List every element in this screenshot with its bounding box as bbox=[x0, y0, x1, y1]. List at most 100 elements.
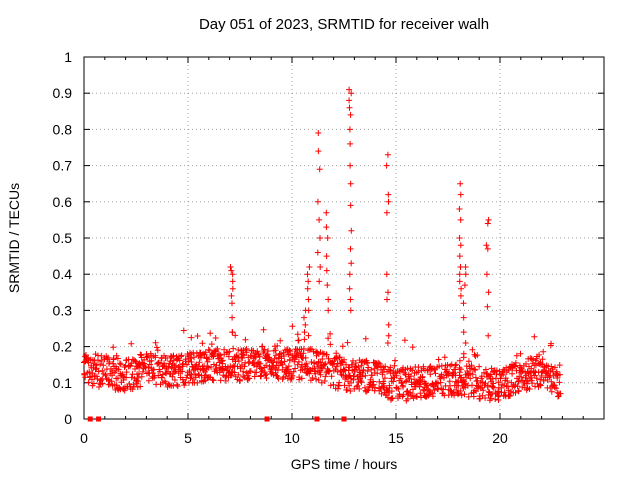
data-point bbox=[176, 357, 183, 364]
data-point bbox=[132, 358, 139, 365]
data-point bbox=[229, 285, 236, 292]
data-point bbox=[171, 377, 178, 383]
data-point bbox=[212, 335, 219, 341]
data-point bbox=[427, 371, 434, 378]
data-point bbox=[362, 372, 369, 379]
data-point bbox=[404, 395, 411, 402]
data-point bbox=[260, 326, 267, 333]
data-point bbox=[229, 314, 236, 321]
data-point bbox=[304, 285, 311, 292]
data-point bbox=[165, 363, 172, 370]
data-point bbox=[352, 363, 359, 370]
data-point bbox=[296, 374, 303, 381]
data-point bbox=[386, 382, 393, 389]
data-point bbox=[263, 375, 270, 382]
data-point bbox=[347, 296, 354, 303]
data-point bbox=[367, 379, 374, 386]
data-point bbox=[469, 346, 476, 353]
data-point bbox=[407, 389, 414, 396]
data-point bbox=[523, 380, 530, 387]
zero-point bbox=[314, 416, 320, 422]
data-point bbox=[150, 366, 157, 373]
data-point bbox=[540, 377, 547, 384]
data-point bbox=[354, 382, 361, 389]
data-point bbox=[114, 355, 121, 362]
data-point bbox=[236, 376, 243, 383]
data-point bbox=[548, 340, 555, 347]
data-point bbox=[89, 370, 96, 377]
data-point bbox=[322, 373, 329, 380]
data-point bbox=[286, 347, 293, 354]
data-point bbox=[241, 363, 248, 370]
data-point bbox=[321, 361, 328, 368]
data-point bbox=[478, 373, 485, 380]
data-points bbox=[80, 86, 564, 422]
data-point bbox=[485, 332, 492, 339]
data-point bbox=[370, 381, 377, 388]
data-point bbox=[529, 380, 536, 387]
data-point bbox=[457, 180, 464, 187]
data-point bbox=[375, 359, 382, 366]
data-point bbox=[383, 271, 390, 278]
data-point bbox=[121, 364, 128, 370]
data-point bbox=[235, 371, 242, 378]
data-point bbox=[170, 357, 177, 364]
data-point bbox=[480, 387, 487, 394]
data-point bbox=[347, 202, 354, 209]
data-point bbox=[301, 314, 307, 321]
data-point bbox=[116, 360, 123, 367]
data-point bbox=[526, 386, 533, 392]
data-point bbox=[317, 235, 323, 241]
data-point bbox=[490, 384, 497, 391]
data-point bbox=[474, 377, 481, 384]
data-point bbox=[210, 377, 217, 384]
y-tick-label: 0.2 bbox=[53, 339, 73, 355]
data-point bbox=[197, 354, 204, 361]
data-point bbox=[402, 378, 409, 385]
data-point bbox=[298, 375, 305, 382]
data-point bbox=[229, 271, 236, 278]
data-point bbox=[519, 384, 526, 391]
data-point bbox=[458, 392, 465, 399]
data-point bbox=[531, 333, 538, 340]
data-point bbox=[485, 216, 492, 223]
data-point bbox=[347, 388, 354, 394]
data-point bbox=[200, 350, 207, 357]
data-point bbox=[305, 307, 312, 314]
data-point bbox=[456, 278, 463, 285]
data-point bbox=[306, 264, 313, 270]
data-point bbox=[403, 377, 410, 384]
data-point bbox=[138, 373, 145, 380]
data-point bbox=[504, 378, 511, 385]
y-tick-label: 0.7 bbox=[53, 158, 73, 174]
data-point bbox=[316, 166, 323, 173]
data-point bbox=[456, 206, 463, 212]
data-point bbox=[102, 371, 109, 378]
data-point bbox=[471, 366, 478, 373]
data-point bbox=[89, 376, 95, 383]
data-point bbox=[173, 362, 179, 369]
data-point bbox=[108, 378, 115, 385]
data-point bbox=[548, 378, 555, 385]
data-point bbox=[242, 336, 249, 343]
data-point bbox=[145, 377, 152, 384]
data-point bbox=[106, 359, 113, 365]
data-point bbox=[462, 271, 469, 278]
data-point bbox=[232, 332, 239, 339]
data-point bbox=[172, 368, 179, 375]
data-point bbox=[192, 374, 199, 381]
data-point bbox=[174, 383, 181, 390]
data-point bbox=[537, 382, 544, 389]
y-tick-label: 1 bbox=[64, 49, 72, 65]
data-point bbox=[204, 358, 211, 365]
data-point bbox=[455, 391, 461, 398]
data-point bbox=[384, 151, 391, 158]
data-point bbox=[455, 377, 462, 384]
data-point bbox=[254, 348, 261, 355]
data-point bbox=[385, 321, 392, 328]
data-point bbox=[556, 371, 563, 378]
data-point bbox=[346, 104, 353, 111]
data-point bbox=[294, 331, 301, 338]
data-point bbox=[261, 369, 268, 376]
data-point bbox=[456, 357, 463, 364]
